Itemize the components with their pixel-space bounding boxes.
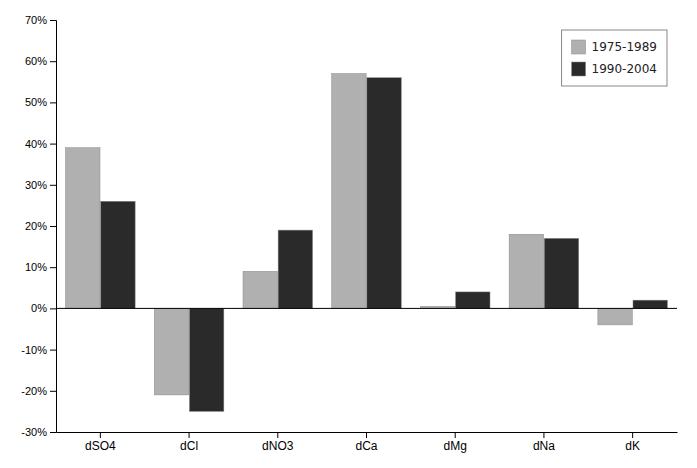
y-tick-label: 70%: [25, 14, 47, 26]
bar: [189, 308, 223, 411]
y-axis-line: [50, 21, 57, 433]
y-tick: 70%: [25, 14, 56, 26]
x-axis: dSO4 dCl dNO3 dCa dMg dNa dK: [57, 432, 678, 453]
x-tick-mark: [100, 432, 101, 438]
series: [66, 74, 633, 395]
x-tick: dK: [625, 432, 640, 453]
bar: [332, 74, 366, 309]
y-tick: 40%: [25, 138, 56, 150]
y-tick-mark: [50, 102, 56, 103]
y-tick-label: 30%: [25, 179, 47, 191]
y-tick: 20%: [25, 220, 56, 232]
y-tick-mark: [50, 267, 56, 268]
y-tick-label: 60%: [25, 55, 47, 67]
y-tick: 30%: [25, 179, 56, 191]
y-tick-mark: [50, 350, 56, 351]
x-tick: dNO3: [262, 432, 294, 453]
legend-box: [562, 30, 667, 86]
bar: [367, 78, 401, 309]
y-tick-mark: [50, 20, 56, 21]
y-axis: -30% -20% -10% 0% 10% 20% 30% 40% 50% 60% 70%: [21, 14, 56, 438]
x-tick-label: dNa: [533, 439, 555, 453]
x-tick-label: dNO3: [262, 439, 294, 453]
x-tick-label: dSO4: [85, 439, 116, 453]
x-tick-mark: [277, 432, 278, 438]
legend: 1975-1989 1990-2004: [562, 30, 667, 86]
y-tick: 0%: [31, 302, 56, 314]
y-tick-label: 0%: [31, 302, 47, 314]
y-tick: -30%: [21, 426, 56, 438]
y-tick-mark: [50, 308, 56, 309]
x-tick-label: dK: [625, 439, 640, 453]
chart: -30%-20%-10%0%10%20%30%40%50%60%70%dSO4d…: [0, 0, 697, 468]
bar: [243, 271, 277, 308]
x-tick-label: dCa: [355, 439, 377, 453]
y-tick: 60%: [25, 55, 56, 67]
y-tick-mark: [50, 226, 56, 227]
legend-swatch: [572, 40, 586, 54]
x-tick: dCa: [355, 432, 377, 453]
y-tick: 50%: [25, 96, 56, 108]
bar: [101, 201, 135, 308]
y-tick: -10%: [21, 344, 56, 356]
legend-swatch: [572, 62, 586, 76]
x-tick: dMg: [444, 432, 467, 453]
legend-item: 1990-2004: [572, 62, 657, 76]
x-tick: dNa: [533, 432, 555, 453]
y-tick-mark: [50, 432, 56, 433]
y-tick: -20%: [21, 385, 56, 397]
y-tick: 10%: [25, 261, 56, 273]
legend-label: 1975-1989: [592, 40, 657, 54]
x-tick-mark: [543, 432, 544, 438]
y-tick-label: -10%: [21, 344, 47, 356]
x-tick-mark: [366, 432, 367, 438]
bar: [66, 148, 100, 309]
bar: [598, 308, 632, 324]
x-tick-mark: [632, 432, 633, 438]
y-tick-mark: [50, 391, 56, 392]
y-tick-label: 10%: [25, 261, 47, 273]
legend-item: 1975-1989: [572, 40, 657, 54]
x-tick-mark: [455, 432, 456, 438]
y-tick-mark: [50, 61, 56, 62]
x-tick-mark: [189, 432, 190, 438]
y-tick-label: -20%: [21, 385, 47, 397]
x-tick: dCl: [180, 432, 198, 453]
y-tick-mark: [50, 144, 56, 145]
y-tick-mark: [50, 185, 56, 186]
bar: [456, 292, 490, 308]
zero-line: [56, 308, 677, 309]
series: [101, 78, 668, 412]
bar: [154, 308, 188, 395]
legend-label: 1990-2004: [592, 62, 657, 76]
bar: [633, 300, 667, 308]
x-tick: dSO4: [85, 432, 116, 453]
bars: [66, 74, 668, 412]
bar: [509, 234, 543, 308]
bar: [544, 238, 578, 308]
x-tick-label: dMg: [444, 439, 467, 453]
y-tick-label: 40%: [25, 138, 47, 150]
y-tick-label: 50%: [25, 96, 47, 108]
bar: [278, 230, 312, 308]
y-tick-label: 20%: [25, 220, 47, 232]
y-tick-label: -30%: [21, 426, 47, 438]
plot: -30%-20%-10%0%10%20%30%40%50%60%70%dSO4d…: [21, 14, 677, 453]
x-tick-label: dCl: [180, 439, 198, 453]
